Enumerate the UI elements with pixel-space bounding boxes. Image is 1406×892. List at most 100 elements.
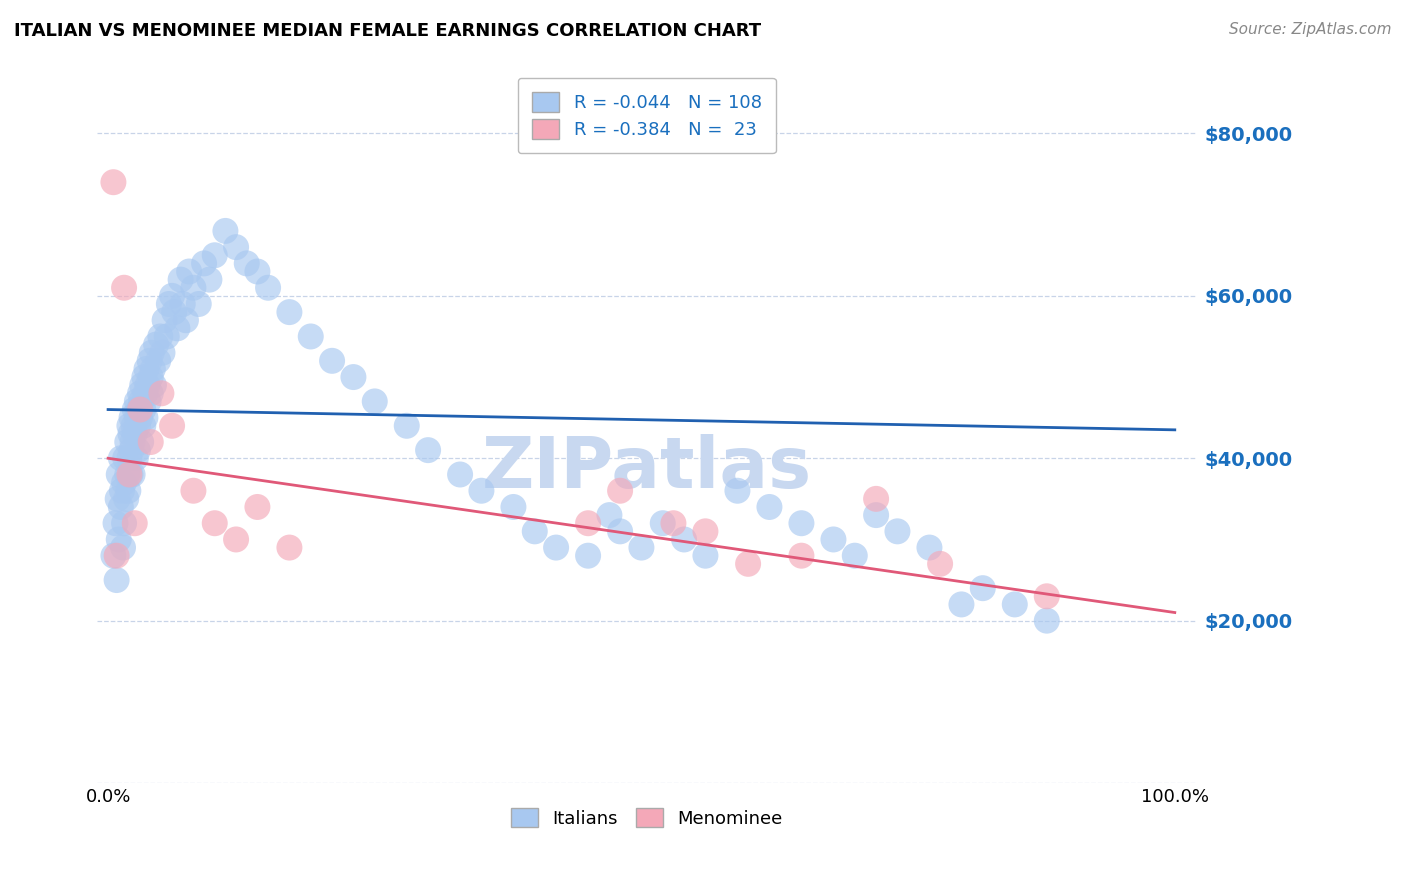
Point <box>120 426 142 441</box>
Point <box>135 362 157 376</box>
Text: ITALIAN VS MENOMINEE MEDIAN FEMALE EARNINGS CORRELATION CHART: ITALIAN VS MENOMINEE MEDIAN FEMALE EARNI… <box>14 22 761 40</box>
Point <box>129 435 152 450</box>
Point <box>125 394 148 409</box>
Point <box>152 345 174 359</box>
Point <box>695 549 717 563</box>
Point <box>103 175 125 189</box>
Point <box>502 500 524 514</box>
Point <box>187 297 209 311</box>
Point <box>117 435 139 450</box>
Point <box>138 394 160 409</box>
Point <box>125 451 148 466</box>
Point <box>1004 598 1026 612</box>
Point <box>129 410 152 425</box>
Point <box>134 410 156 425</box>
Point <box>758 500 780 514</box>
Point <box>136 378 159 392</box>
Point <box>122 418 145 433</box>
Point <box>139 386 162 401</box>
Point <box>179 264 201 278</box>
Point <box>134 386 156 401</box>
Point <box>139 435 162 450</box>
Point <box>246 500 269 514</box>
Point <box>110 451 132 466</box>
Point <box>470 483 492 498</box>
Point <box>918 541 941 555</box>
Text: Source: ZipAtlas.com: Source: ZipAtlas.com <box>1229 22 1392 37</box>
Point <box>235 256 257 270</box>
Point <box>1036 614 1059 628</box>
Point <box>118 467 141 482</box>
Point <box>117 483 139 498</box>
Point <box>107 533 129 547</box>
Point <box>790 516 813 531</box>
Point <box>546 541 568 555</box>
Point <box>790 549 813 563</box>
Point <box>651 516 673 531</box>
Point <box>132 418 155 433</box>
Point <box>129 402 152 417</box>
Point <box>174 313 197 327</box>
Point <box>132 402 155 417</box>
Point <box>673 533 696 547</box>
Point <box>139 370 162 384</box>
Point <box>104 516 127 531</box>
Point <box>169 272 191 286</box>
Point <box>111 483 134 498</box>
Point <box>121 435 143 450</box>
Point <box>120 467 142 482</box>
Point <box>138 354 160 368</box>
Point <box>204 516 226 531</box>
Point <box>125 410 148 425</box>
Point <box>149 329 172 343</box>
Point <box>449 467 471 482</box>
Point <box>129 386 152 401</box>
Point <box>114 451 136 466</box>
Point <box>157 297 180 311</box>
Point <box>225 240 247 254</box>
Point <box>929 557 952 571</box>
Point <box>121 410 143 425</box>
Point <box>886 524 908 539</box>
Point <box>107 491 129 506</box>
Point <box>204 248 226 262</box>
Point <box>141 345 163 359</box>
Point <box>598 508 620 522</box>
Point <box>105 573 128 587</box>
Point <box>127 418 149 433</box>
Point <box>118 418 141 433</box>
Point <box>865 491 887 506</box>
Point <box>166 321 188 335</box>
Point <box>609 524 631 539</box>
Point <box>630 541 652 555</box>
Point <box>278 305 301 319</box>
Point <box>972 581 994 595</box>
Point <box>737 557 759 571</box>
Point <box>111 541 134 555</box>
Point <box>115 491 138 506</box>
Point <box>198 272 221 286</box>
Point <box>110 500 132 514</box>
Point <box>156 329 179 343</box>
Point <box>150 386 173 401</box>
Legend: Italians, Menominee: Italians, Menominee <box>503 800 790 835</box>
Point <box>662 516 685 531</box>
Point <box>124 402 146 417</box>
Point <box>214 224 236 238</box>
Point <box>117 467 139 482</box>
Point <box>142 362 165 376</box>
Point <box>131 378 153 392</box>
Point <box>576 516 599 531</box>
Point <box>823 533 845 547</box>
Point <box>118 451 141 466</box>
Point <box>695 524 717 539</box>
Point <box>112 516 135 531</box>
Point <box>163 305 186 319</box>
Point <box>148 354 170 368</box>
Point <box>950 598 973 612</box>
Point <box>225 533 247 547</box>
Point <box>121 467 143 482</box>
Point <box>160 289 183 303</box>
Point <box>1036 589 1059 603</box>
Point <box>121 443 143 458</box>
